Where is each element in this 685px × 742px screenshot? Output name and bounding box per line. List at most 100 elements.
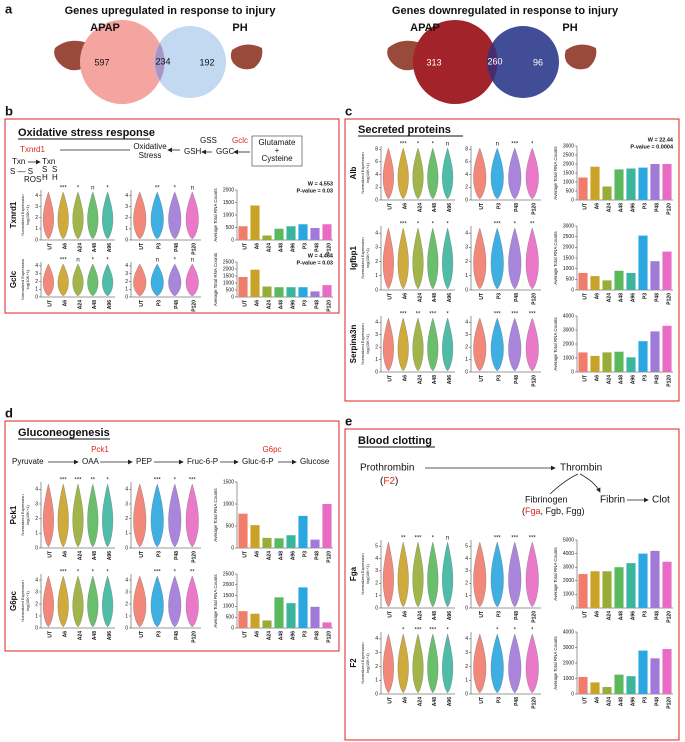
y-tick-label: 2 — [375, 344, 378, 350]
paren: ( — [380, 476, 384, 487]
x-tick-label: P120 — [192, 631, 198, 643]
venn-overlap — [487, 43, 498, 81]
y-tick-label: 2 — [35, 279, 38, 285]
y-tick-label: 4 — [375, 320, 378, 326]
y-tick-label: 1 — [35, 613, 38, 619]
y-tick-label: 4 — [125, 263, 128, 269]
pathway-node: GSH — [184, 147, 202, 156]
significance: * — [531, 142, 534, 148]
x-tick-label: P3 — [157, 631, 163, 637]
significance: * — [106, 478, 109, 484]
violin-y-label: Normalized Expression — [360, 553, 365, 594]
x-tick-label: P3 — [497, 697, 503, 703]
x-tick-label: A48 — [432, 697, 438, 706]
x-tick-label: UT — [139, 551, 145, 558]
x-tick-label: A48 — [278, 551, 284, 560]
stat-text: W = 4.553 — [308, 181, 333, 187]
x-tick-label: A24 — [417, 611, 423, 620]
violin — [57, 263, 69, 297]
pathway-node: GGC — [216, 147, 234, 156]
pathway-node: H — [42, 173, 48, 182]
panel-title: Oxidative stress response — [18, 127, 155, 139]
significance: *** — [511, 536, 519, 542]
violin — [442, 541, 454, 608]
x-tick-label: P3 — [497, 375, 503, 381]
x-tick-label: UT — [582, 293, 588, 300]
x-tick-label: A48 — [618, 203, 624, 212]
arrow — [579, 473, 601, 493]
gene: Fga — [525, 506, 541, 516]
x-tick-label: A6 — [254, 300, 260, 307]
violin — [490, 541, 504, 608]
x-tick-label: P120 — [666, 203, 672, 215]
violin — [427, 147, 439, 200]
x-tick-label: A96 — [447, 611, 453, 620]
bar — [578, 676, 588, 694]
y-tick-label: 0 — [231, 625, 234, 631]
venn-up: APAP PH 597 234 192 — [54, 20, 263, 104]
y-tick-label: 1 — [125, 531, 128, 537]
x-tick-label: A96 — [107, 551, 113, 560]
violin — [490, 227, 504, 290]
violin — [57, 483, 69, 548]
enzyme: Pck1 — [91, 445, 109, 454]
violin — [525, 227, 539, 290]
bar — [590, 355, 600, 372]
significance: * — [432, 142, 435, 148]
significance: ** — [530, 222, 535, 228]
x-tick-label: A24 — [266, 243, 272, 252]
significance: *** — [414, 628, 422, 634]
gene-label: Gclc — [9, 270, 18, 288]
venn-circle — [413, 20, 497, 104]
bar — [602, 571, 612, 608]
x-tick-label: A48 — [92, 300, 98, 309]
x-tick-label: A96 — [630, 375, 636, 384]
box — [251, 135, 303, 167]
violin — [102, 191, 114, 240]
liver-icon — [564, 44, 597, 70]
violin — [382, 317, 394, 372]
bar — [578, 352, 588, 372]
bar — [638, 553, 648, 608]
violin-y-label: log(10K+1) — [365, 333, 370, 353]
significance: * — [174, 478, 177, 484]
bar — [638, 167, 648, 200]
significance: n — [156, 258, 159, 264]
bar — [298, 587, 308, 628]
stat-text: P-value = 0.0004 — [630, 144, 674, 150]
y-tick-label: 2 — [125, 215, 128, 221]
significance: ** — [416, 312, 421, 318]
violin — [442, 147, 454, 200]
gene-label: Serpina3n — [349, 325, 358, 364]
bar — [250, 525, 260, 548]
violin — [87, 263, 99, 297]
violin — [185, 483, 199, 548]
enzyme: G6pc — [262, 445, 281, 454]
y-tick-label: 500 — [226, 225, 235, 231]
y-tick-label: 2000 — [563, 578, 574, 584]
pathway-node: ROS — [24, 175, 41, 184]
x-tick-label: A6 — [403, 611, 409, 618]
significance: ** — [155, 186, 160, 192]
x-tick-label: P3 — [157, 300, 163, 306]
y-tick-label: 2 — [125, 516, 128, 522]
x-tick-label: A48 — [618, 697, 624, 706]
bar — [650, 331, 660, 372]
y-tick-label: 0 — [465, 197, 468, 203]
significance: *** — [189, 478, 197, 484]
x-tick-label: UT — [242, 551, 248, 558]
violin-y-label: Normalized Expression — [360, 237, 365, 278]
x-tick-label: A6 — [403, 293, 409, 300]
violin — [490, 147, 504, 200]
significance: n — [496, 142, 499, 148]
y-tick-label: 4 — [35, 193, 38, 199]
pathway-node: Prothrombin — [360, 463, 414, 474]
gene-label: G6pc — [9, 590, 18, 611]
stat-text: W = 4.464 — [308, 253, 334, 259]
y-tick-label: 3 — [465, 332, 468, 338]
y-tick-label: 2 — [465, 259, 468, 265]
violin — [42, 263, 54, 297]
pathway-node: (Fga, Fgb, Fgg) — [522, 506, 585, 516]
pathway-node: Txn — [42, 157, 55, 166]
violin-y-label: log(10K+1) — [365, 247, 370, 267]
